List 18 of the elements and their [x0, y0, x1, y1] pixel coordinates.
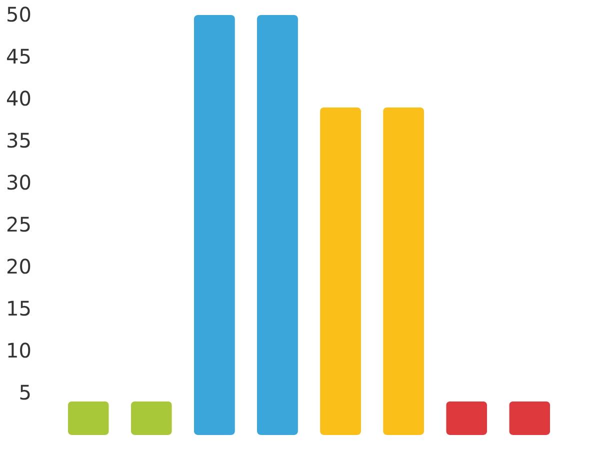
bar [68, 401, 109, 435]
y-tick-label: 25 [6, 212, 32, 236]
bar [446, 401, 488, 435]
y-tick-label: 40 [6, 86, 32, 110]
bar [257, 15, 298, 435]
bar [320, 107, 361, 435]
y-tick-label: 50 [6, 2, 32, 26]
y-tick-label: 5 [18, 380, 32, 404]
y-tick-label: 35 [6, 128, 32, 152]
y-tick-label: 10 [6, 338, 32, 362]
bar [509, 401, 550, 435]
bar [194, 15, 235, 435]
y-tick-label: 30 [6, 170, 32, 194]
bar [383, 107, 424, 435]
y-tick-label: 15 [6, 296, 32, 320]
bar [130, 401, 172, 435]
y-tick-label: 45 [6, 44, 32, 68]
y-tick-label: 20 [6, 254, 32, 278]
